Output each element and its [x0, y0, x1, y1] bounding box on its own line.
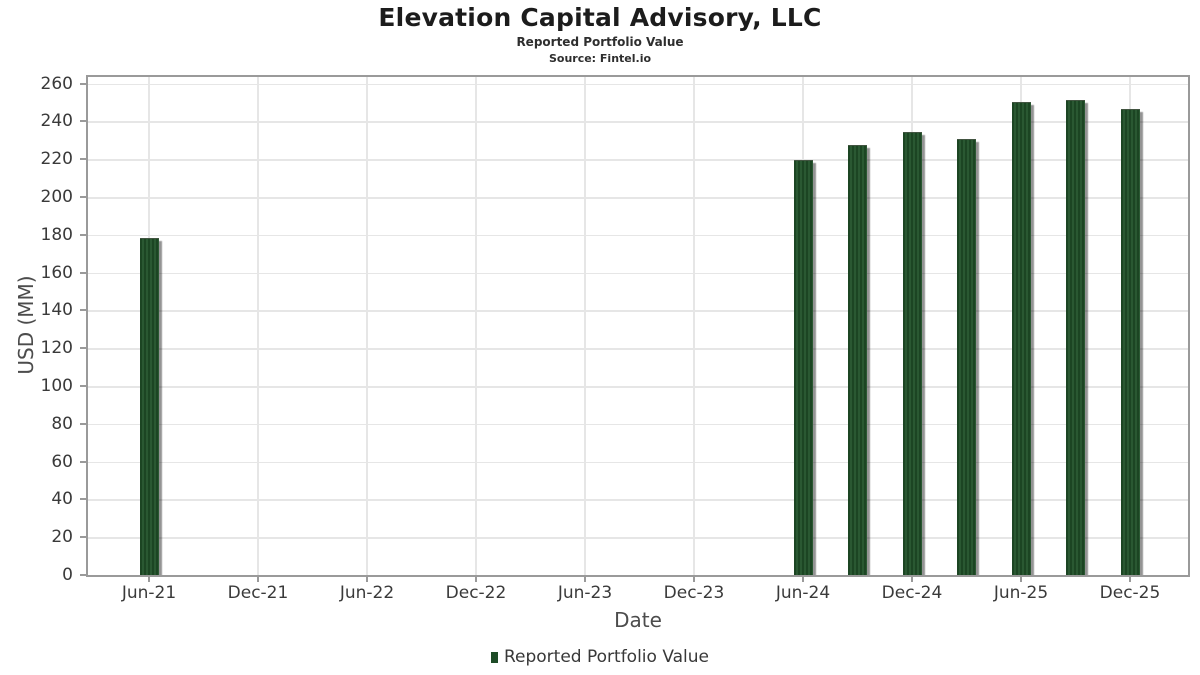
y-gridline: [88, 197, 1188, 199]
y-tick-label: 220: [40, 149, 73, 170]
y-gridline: [88, 386, 1188, 388]
x-tick-label: Dec-24: [881, 583, 943, 603]
y-tick-label: 60: [51, 451, 73, 472]
bar-jun-24[interactable]: [793, 160, 813, 575]
plot-area: [86, 75, 1190, 577]
y-tick-mark: [80, 82, 86, 85]
y-tick-mark: [80, 196, 86, 198]
x-tick-mark: [148, 577, 150, 582]
y-tick-label: 20: [51, 527, 73, 548]
x-tick-mark: [257, 577, 259, 582]
y-tick-label: 0: [62, 565, 73, 585]
y-tick-mark: [80, 574, 86, 576]
y-tick-mark: [80, 385, 86, 387]
x-tick-label: Jun-22: [339, 583, 395, 603]
y-gridline: [88, 159, 1188, 161]
x-tick-label: Jun-25: [993, 583, 1049, 603]
x-tick-label: Dec-22: [445, 583, 507, 603]
y-gridline: [88, 348, 1188, 350]
bar-sep-24[interactable]: [848, 144, 867, 575]
bar-jun-25[interactable]: [1011, 101, 1031, 575]
y-tick-mark: [80, 271, 86, 274]
x-tick-mark: [911, 577, 913, 582]
y-tick-mark: [80, 498, 86, 501]
y-tick-label: 40: [51, 489, 73, 510]
y-tick-label: 120: [40, 338, 73, 359]
y-tick-mark: [80, 460, 86, 463]
y-tick-label: 140: [40, 300, 73, 321]
bar-dec-25[interactable]: [1120, 109, 1140, 575]
x-tick-label: Dec-25: [1099, 583, 1161, 603]
x-tick-mark: [584, 577, 586, 582]
y-gridline: [88, 234, 1188, 237]
y-gridline: [88, 121, 1188, 123]
x-tick-mark: [1129, 577, 1131, 582]
x-gridline: [584, 77, 586, 575]
legend-label: Reported Portfolio Value: [503, 647, 710, 667]
y-tick-label: 180: [40, 224, 73, 245]
y-tick-label: 200: [40, 187, 73, 207]
y-tick-label: 160: [40, 262, 73, 283]
x-tick-mark: [366, 577, 368, 582]
y-gridline: [88, 423, 1188, 426]
x-tick-label: Dec-23: [663, 583, 725, 603]
y-tick-label: 80: [51, 413, 73, 434]
y-gridline: [88, 537, 1188, 539]
x-gridline: [693, 77, 695, 575]
y-tick-mark: [80, 347, 86, 350]
x-tick-mark: [802, 577, 804, 582]
y-tick-mark: [80, 309, 86, 312]
y-gridline: [88, 310, 1188, 312]
y-tick-label: 260: [40, 73, 73, 94]
x-tick-mark: [1020, 577, 1022, 582]
x-tick-label: Dec-21: [227, 583, 289, 603]
y-tick-mark: [80, 233, 86, 236]
x-tick-label: Jun-21: [121, 583, 177, 603]
bar-mar-25[interactable]: [957, 139, 976, 575]
x-gridline: [475, 77, 477, 575]
y-gridline: [88, 272, 1188, 275]
y-tick-mark: [80, 120, 86, 123]
legend-marker-icon: [490, 651, 498, 663]
y-gridline: [88, 83, 1188, 86]
legend[interactable]: Reported Portfolio Value: [0, 647, 1200, 667]
x-tick-label: Jun-24: [775, 583, 831, 603]
y-gridline: [88, 461, 1188, 464]
y-tick-label: 100: [40, 376, 73, 396]
bar-sep-25[interactable]: [1066, 99, 1085, 575]
y-tick-mark: [80, 158, 86, 161]
x-tick-label: Jun-23: [557, 583, 613, 603]
y-gridline: [88, 499, 1188, 501]
y-tick-mark: [80, 536, 86, 539]
bar-dec-24[interactable]: [902, 131, 922, 575]
y-tick-label: 240: [40, 111, 73, 132]
x-gridline: [257, 77, 259, 575]
x-gridline: [366, 77, 368, 575]
x-axis-title: Date: [614, 608, 662, 632]
chart-source: Source: Fintel.io: [548, 52, 652, 65]
chart-title: Elevation Capital Advisory, LLC: [378, 3, 822, 32]
y-tick-mark: [80, 422, 86, 425]
bar-jun-21[interactable]: [139, 237, 159, 575]
x-tick-mark: [475, 577, 477, 582]
chart-subtitle: Reported Portfolio Value: [516, 35, 684, 49]
x-tick-mark: [693, 577, 695, 582]
